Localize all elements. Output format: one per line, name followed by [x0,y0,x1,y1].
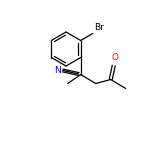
Text: Br: Br [94,24,104,33]
Text: O: O [111,52,118,62]
Text: N: N [54,66,61,75]
